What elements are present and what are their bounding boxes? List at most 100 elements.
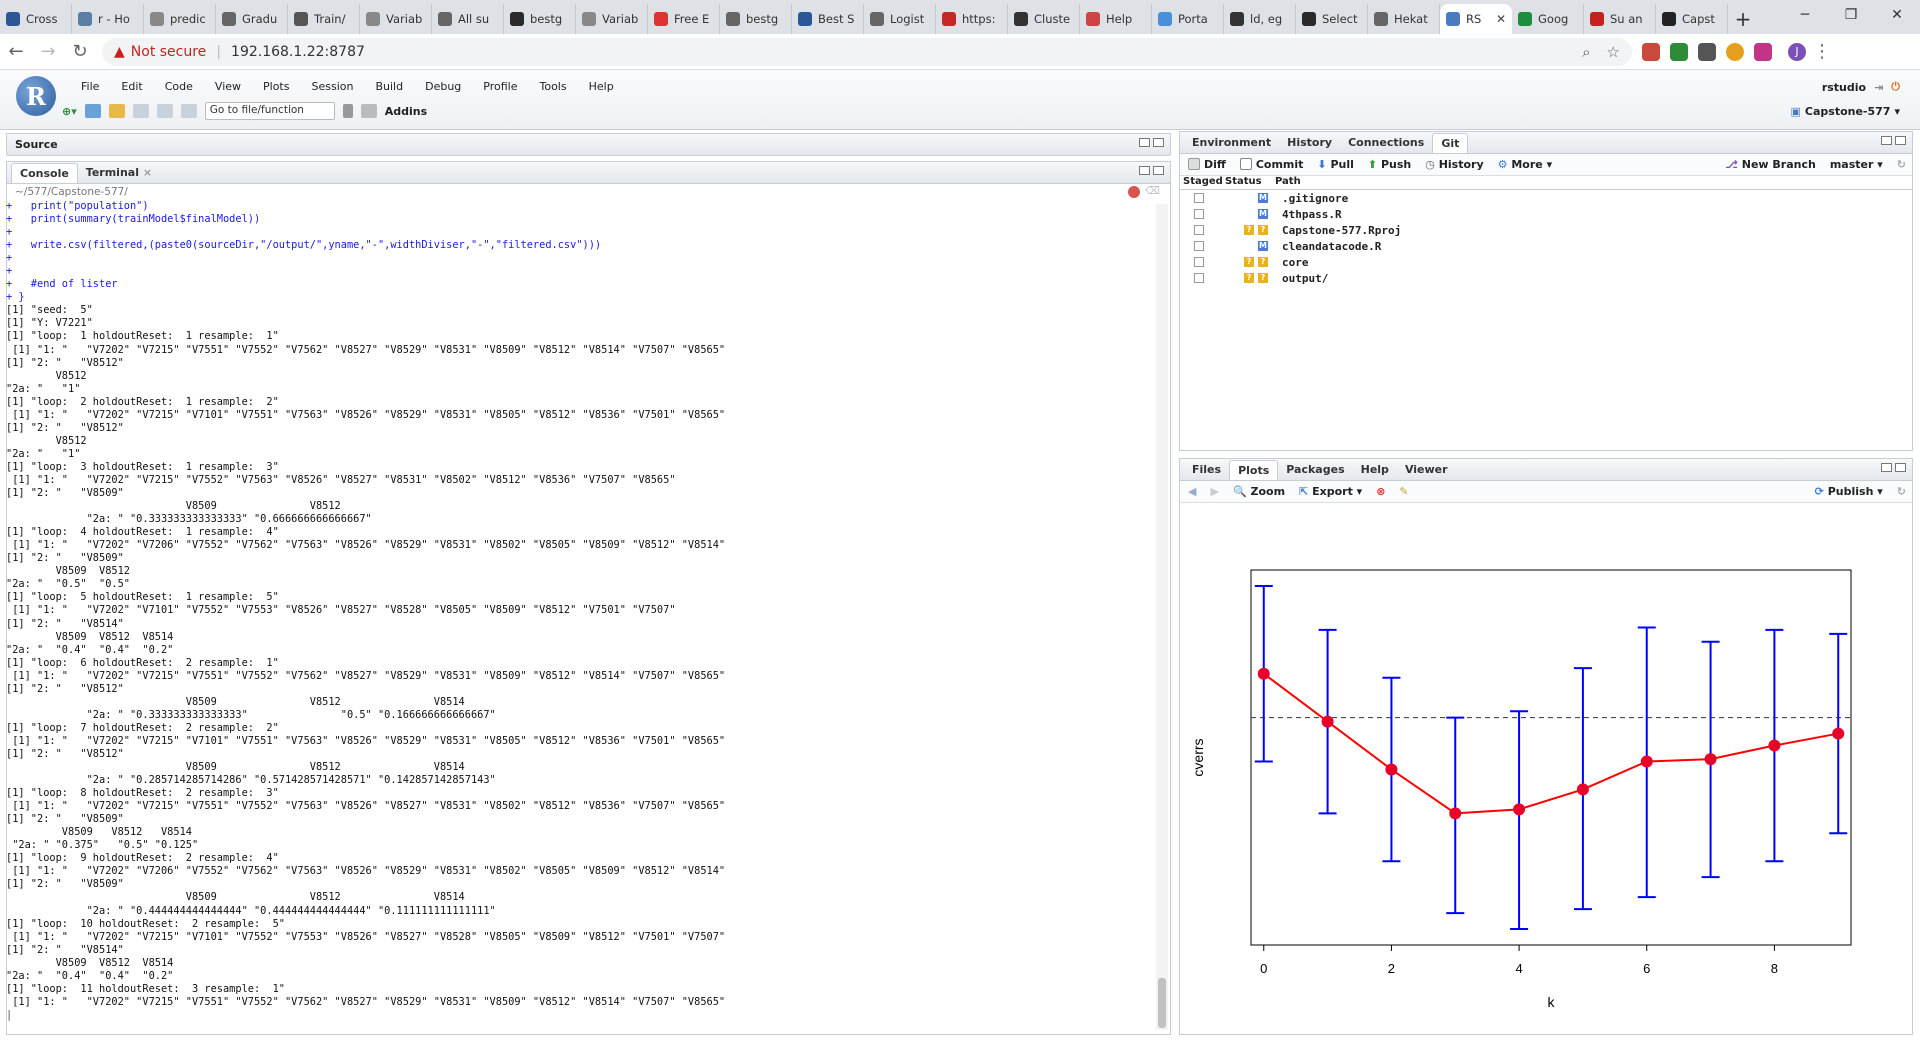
tab-environment[interactable]: Environment: [1192, 136, 1272, 149]
browser-tab[interactable]: Cross: [0, 4, 72, 34]
profile-avatar[interactable]: J: [1788, 42, 1806, 61]
browser-tab[interactable]: predic: [144, 4, 216, 34]
staged-checkbox[interactable]: [1194, 273, 1204, 283]
menu-tools[interactable]: Tools: [539, 80, 567, 93]
browser-tab[interactable]: https:: [936, 4, 1008, 34]
browser-tab[interactable]: RS ✕: [1440, 4, 1512, 34]
new-file-icon[interactable]: ⊕▾: [62, 104, 77, 118]
publish-button[interactable]: ⟳ Publish ▾: [1814, 485, 1883, 498]
browser-tab[interactable]: Logist: [864, 4, 936, 34]
menu-help[interactable]: Help: [588, 80, 614, 93]
chrome-menu-icon[interactable]: ⋮: [1813, 41, 1831, 62]
clear-plots-icon[interactable]: ✎: [1399, 485, 1409, 498]
maximize-pane-icon[interactable]: [1895, 463, 1906, 472]
restore-icon[interactable]: ❐: [1844, 7, 1858, 23]
browser-tab[interactable]: Variab: [360, 4, 432, 34]
git-icon[interactable]: [342, 104, 353, 118]
tab-packages[interactable]: Packages: [1286, 463, 1345, 476]
menu-debug[interactable]: Debug: [425, 80, 462, 93]
new-project-icon[interactable]: [84, 104, 101, 118]
close-icon[interactable]: ×: [142, 166, 153, 179]
refresh-icon[interactable]: ↻: [1896, 485, 1906, 498]
remove-plot-icon[interactable]: ⊗: [1376, 485, 1386, 498]
menu-view[interactable]: View: [214, 80, 242, 93]
menu-plots[interactable]: Plots: [263, 80, 290, 93]
minimize-pane-icon[interactable]: [1139, 166, 1150, 175]
staged-checkbox[interactable]: [1194, 257, 1204, 267]
console-output[interactable]: + print("population") + print(summary(tra…: [6, 200, 1156, 1030]
browser-tab[interactable]: bestg: [720, 4, 792, 34]
browser-tab[interactable]: Su an: [1584, 4, 1656, 34]
menu-file[interactable]: File: [81, 80, 100, 93]
commit-button[interactable]: Commit: [1239, 158, 1303, 171]
browser-tab[interactable]: ld, eg: [1224, 4, 1296, 34]
goto-file-input[interactable]: Go to file/function: [204, 102, 335, 120]
prev-plot-icon[interactable]: ◀: [1188, 485, 1197, 498]
menu-edit[interactable]: Edit: [121, 80, 143, 93]
git-file-row[interactable]: M .gitignore: [1180, 190, 1912, 206]
omnibox[interactable]: ▲ Not secure | 192.168.1.22:8787 ⌕ ☆: [102, 37, 1632, 66]
console-cursor[interactable]: |: [6, 1008, 13, 1021]
browser-tab[interactable]: All su: [432, 4, 504, 34]
pdf-extension-icon[interactable]: [1642, 42, 1660, 61]
tab-connections[interactable]: Connections: [1348, 136, 1425, 149]
camera-extension-icon[interactable]: [1698, 42, 1716, 61]
staged-checkbox[interactable]: [1194, 241, 1204, 251]
stop-icon[interactable]: [1128, 186, 1140, 198]
tab-files[interactable]: Files: [1192, 463, 1222, 476]
minimize-icon[interactable]: ─: [1800, 7, 1810, 23]
browser-tab[interactable]: Capst: [1656, 4, 1728, 34]
git-file-row[interactable]: ?? Capstone-577.Rproj: [1180, 222, 1912, 238]
zoom-button[interactable]: 🔍 Zoom: [1232, 485, 1286, 498]
diff-button[interactable]: Diff: [1188, 158, 1226, 171]
column-header[interactable]: Status: [1225, 176, 1262, 187]
browser-tab[interactable]: Cluste: [1008, 4, 1080, 34]
save-icon[interactable]: [132, 104, 149, 118]
tab-plots[interactable]: Plots: [1229, 460, 1279, 480]
browser-tab[interactable]: Help: [1080, 4, 1152, 34]
next-plot-icon[interactable]: ▶: [1210, 485, 1219, 498]
addins-menu[interactable]: Addins: [384, 104, 428, 118]
tab-viewer[interactable]: Viewer: [1404, 463, 1448, 476]
zoom-icon[interactable]: ⌕: [1582, 42, 1591, 61]
column-header[interactable]: Staged: [1183, 176, 1223, 187]
print-icon[interactable]: [180, 104, 197, 118]
tab-console[interactable]: Console: [11, 163, 78, 183]
browser-tab[interactable]: bestg: [504, 4, 576, 34]
new-branch-button[interactable]: ⎇ New Branch: [1725, 158, 1816, 171]
more-button[interactable]: ⚙ More ▾: [1497, 158, 1553, 171]
minimize-pane-icon[interactable]: [1881, 463, 1892, 472]
power-icon[interactable]: ⏻: [1891, 80, 1900, 93]
browser-tab[interactable]: Best S: [792, 4, 864, 34]
staged-checkbox[interactable]: [1194, 209, 1204, 219]
bookmark-star-icon[interactable]: ☆: [1606, 42, 1620, 61]
reload-icon[interactable]: ↻: [72, 41, 88, 62]
forward-icon[interactable]: →: [40, 41, 56, 62]
refresh-icon[interactable]: ↻: [1896, 158, 1906, 171]
open-file-icon[interactable]: [108, 104, 125, 118]
column-header[interactable]: Path: [1275, 176, 1301, 187]
menu-code[interactable]: Code: [164, 80, 193, 93]
browser-tab[interactable]: Hekat: [1368, 4, 1440, 34]
tab-terminal[interactable]: Terminal ×: [85, 166, 153, 179]
staged-checkbox[interactable]: [1194, 193, 1204, 203]
menu-profile[interactable]: Profile: [483, 80, 518, 93]
browser-tab[interactable]: Gradu: [216, 4, 288, 34]
browser-tab[interactable]: Porta: [1152, 4, 1224, 34]
git-file-row[interactable]: ?? output/: [1180, 270, 1912, 286]
restore-pane-icon[interactable]: [1139, 138, 1150, 147]
git-file-row[interactable]: M 4thpass.R: [1180, 206, 1912, 222]
git-file-row[interactable]: ?? core: [1180, 254, 1912, 270]
pane-layout-icon[interactable]: [360, 104, 377, 118]
back-icon[interactable]: ←: [8, 41, 24, 62]
save-all-icon[interactable]: [156, 104, 173, 118]
export-button[interactable]: ⇱ Export ▾: [1299, 485, 1363, 498]
push-button[interactable]: ⬆ Push: [1367, 158, 1412, 171]
signout-icon[interactable]: ⇥: [1874, 80, 1884, 94]
project-menu[interactable]: ▣ Capstone-577 ▾: [1791, 105, 1901, 118]
close-window-icon[interactable]: ✕: [1891, 7, 1903, 23]
clear-console-icon[interactable]: ⌫: [1145, 185, 1160, 197]
browser-tab[interactable]: Select: [1296, 4, 1368, 34]
tab-git[interactable]: Git: [1432, 133, 1469, 153]
menu-session[interactable]: Session: [311, 80, 354, 93]
